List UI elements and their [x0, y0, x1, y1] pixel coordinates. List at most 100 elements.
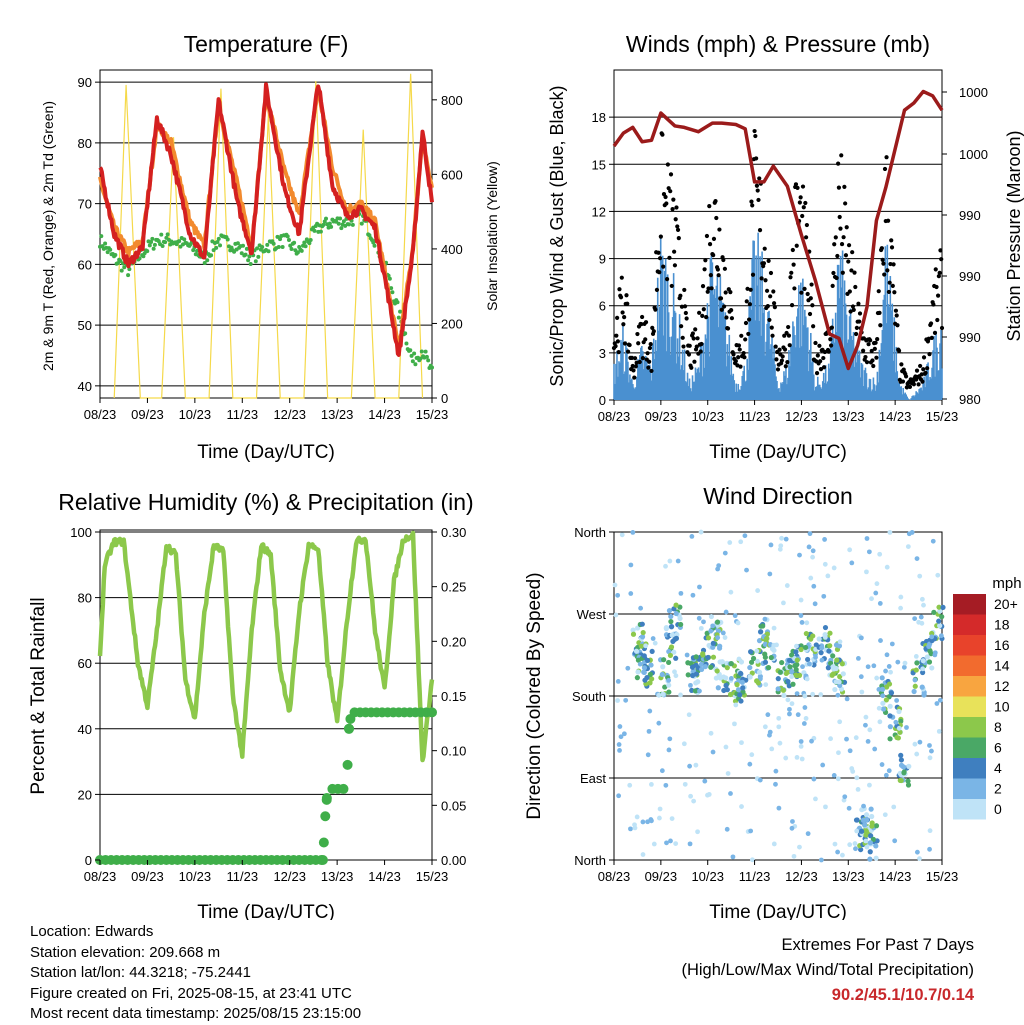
direction-point	[667, 736, 673, 742]
gust-point	[843, 201, 848, 206]
gust-point	[672, 249, 677, 254]
winds-left-ticks: 0 3 6 9 12 15 18	[592, 110, 614, 408]
direction-point	[927, 828, 933, 834]
gust-point	[919, 372, 924, 377]
humidity-xlabel: Time (Day/UTC)	[197, 902, 335, 920]
gust-point	[929, 335, 934, 341]
legend-swatch	[953, 778, 986, 799]
x-tick-label: 09/23	[645, 869, 678, 884]
direction-point	[862, 822, 868, 828]
direction-point	[806, 544, 812, 550]
extremes-box: Extremes For Past 7 Days (High/Low/Max W…	[681, 933, 974, 1008]
gust-point	[621, 322, 626, 327]
direction-point	[863, 832, 869, 838]
direction-point	[648, 781, 654, 787]
y-right-tick-label: 1000	[959, 85, 988, 100]
direction-point	[863, 838, 869, 844]
x-tick-label: 08/23	[598, 409, 631, 424]
direction-point	[870, 836, 876, 842]
dewpoint-point	[156, 239, 161, 244]
y-right-tick-label: 200	[441, 316, 463, 331]
gust-point	[736, 343, 742, 348]
direction-point	[612, 582, 618, 588]
gust-point	[933, 267, 938, 272]
dewpoint-point	[423, 349, 428, 354]
gust-point	[831, 270, 836, 276]
direction-point	[886, 681, 893, 687]
gust-point	[738, 364, 743, 369]
gust-point	[684, 316, 689, 321]
gust-point	[729, 316, 735, 321]
direction-point	[883, 668, 888, 674]
temperature-frame	[99, 69, 433, 399]
direction-point	[927, 648, 933, 654]
gust-point	[804, 235, 809, 240]
gust-point	[856, 301, 861, 306]
gust-point	[834, 275, 839, 281]
gust-point	[724, 315, 729, 320]
direction-point	[864, 816, 870, 822]
direction-point	[849, 560, 855, 566]
dewpoint-point	[350, 222, 355, 227]
gust-point	[847, 289, 852, 294]
x-tick-label: 15/23	[416, 869, 449, 884]
location-text: Location: Edwards	[30, 923, 154, 940]
direction-point	[906, 531, 912, 537]
direction-point	[891, 804, 897, 810]
gust-point	[625, 349, 631, 354]
x-tick-label: 14/23	[879, 869, 912, 884]
direction-point	[811, 776, 817, 782]
gust-point	[627, 342, 632, 348]
direction-point	[832, 841, 838, 847]
gust-point	[829, 343, 834, 348]
direction-point	[805, 656, 811, 663]
y-right-tick-label: 980	[959, 392, 981, 407]
direction-point	[927, 755, 933, 761]
gust-point	[682, 287, 687, 293]
direction-point	[920, 669, 926, 676]
gust-point	[645, 351, 650, 356]
dewpoint-point	[419, 349, 424, 354]
precip-point	[321, 794, 332, 805]
gust-point	[786, 333, 792, 338]
gust-point	[718, 296, 724, 301]
direction-point	[634, 675, 640, 681]
dewpoint-point	[318, 229, 323, 234]
gust-point	[670, 207, 675, 212]
dewpoint-point	[149, 239, 154, 244]
direction-point	[794, 657, 800, 663]
wind-speed-series	[613, 232, 943, 400]
gust-point	[789, 303, 795, 308]
gust-point	[664, 201, 669, 206]
direction-point	[889, 641, 895, 647]
direction-point	[873, 855, 879, 861]
direction-point	[840, 671, 846, 677]
direction-point	[645, 657, 651, 664]
direction-point	[837, 639, 843, 645]
dewpoint-point	[159, 232, 164, 237]
gust-point	[646, 365, 651, 370]
direction-point	[739, 679, 745, 685]
gust-point	[786, 324, 791, 330]
direction-point	[644, 674, 650, 681]
direction-point	[615, 679, 621, 684]
gust-point	[835, 253, 840, 259]
gust-point	[650, 325, 655, 330]
gust-point	[890, 283, 895, 288]
gust-point	[804, 222, 809, 228]
gust-point	[920, 379, 925, 384]
direction-point	[628, 826, 633, 832]
direction-point	[855, 787, 861, 792]
dewpoint-point	[253, 259, 258, 264]
direction-point	[641, 665, 648, 671]
dewpoint-point	[321, 222, 326, 227]
direction-point	[732, 613, 738, 619]
direction-point	[894, 734, 900, 741]
direction-point	[822, 624, 829, 631]
gust-point	[615, 339, 621, 344]
direction-point	[738, 698, 744, 704]
winds-right-ticks: 980 990 990 990 1000 1000	[942, 85, 988, 407]
direction-point	[661, 657, 667, 663]
x-tick-label: 12/23	[785, 409, 818, 424]
precip-point	[342, 759, 353, 770]
